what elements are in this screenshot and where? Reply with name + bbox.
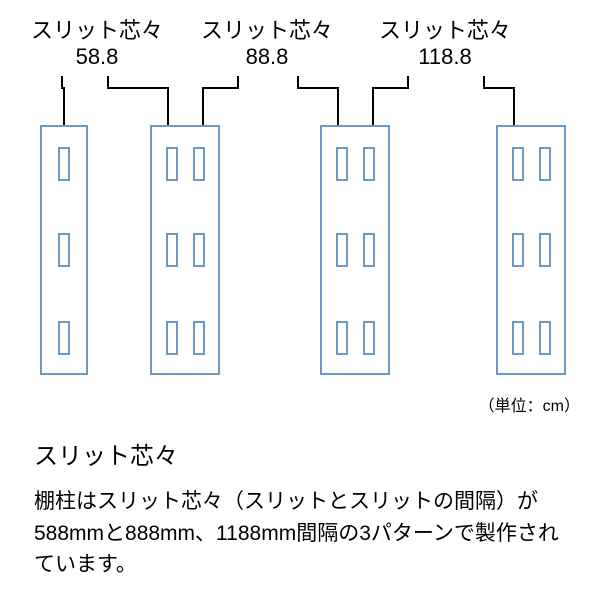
- slit: [336, 147, 348, 181]
- slit: [512, 321, 524, 355]
- columns-diagram: [0, 125, 600, 385]
- slit-row: [322, 321, 388, 355]
- slit: [363, 233, 375, 267]
- slit: [336, 321, 348, 355]
- slit: [336, 233, 348, 267]
- slit: [166, 233, 178, 267]
- column-2: [320, 125, 390, 375]
- slit-row: [498, 147, 564, 181]
- slit: [539, 321, 551, 355]
- slit-row: [42, 147, 86, 181]
- column-0: [40, 125, 88, 375]
- body-text: 棚柱はスリット芯々（スリットとスリットの間隔）が588mmと888mm、1188…: [34, 486, 568, 581]
- slit: [58, 147, 70, 181]
- unit-label: （単位：cm）: [479, 392, 580, 416]
- column-1: [150, 125, 220, 375]
- slit: [166, 147, 178, 181]
- slit: [193, 147, 205, 181]
- slit: [363, 321, 375, 355]
- slit: [193, 321, 205, 355]
- slit-row: [322, 147, 388, 181]
- slit: [539, 233, 551, 267]
- slit-row: [498, 321, 564, 355]
- slit: [193, 233, 205, 267]
- column-3: [496, 125, 566, 375]
- slit: [166, 321, 178, 355]
- slit: [512, 147, 524, 181]
- slit-row: [42, 321, 86, 355]
- slit-row: [42, 233, 86, 267]
- section-title: スリット芯々: [34, 436, 178, 471]
- slit: [58, 321, 70, 355]
- slit-row: [498, 233, 564, 267]
- slit: [512, 233, 524, 267]
- slit: [363, 147, 375, 181]
- slit-row: [322, 233, 388, 267]
- slit: [58, 233, 70, 267]
- slit-row: [152, 321, 218, 355]
- slit: [539, 147, 551, 181]
- slit-row: [152, 147, 218, 181]
- slit-row: [152, 233, 218, 267]
